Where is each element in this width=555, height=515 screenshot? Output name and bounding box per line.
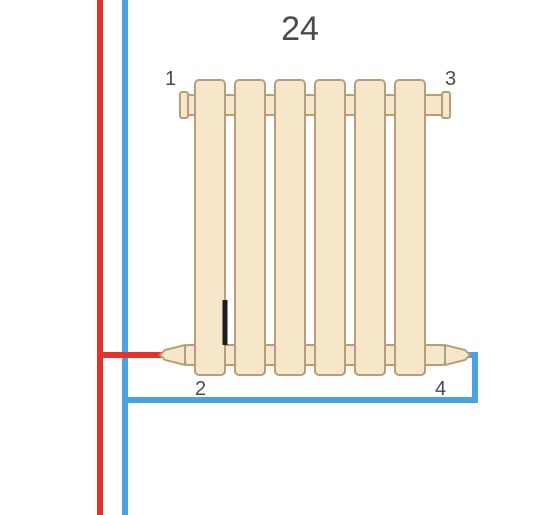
top-cap-left [180,92,188,118]
inlet-valve [160,345,185,365]
diagram-title: 24 [281,10,319,48]
radiator-fin [235,80,265,375]
radiator-fin [315,80,345,375]
radiator-fin [275,80,305,375]
radiator-fins [195,80,425,375]
corner-label-4: 4 [435,378,446,400]
outlet-valve [445,345,470,365]
radiator-fin [355,80,385,375]
corner-label-2: 2 [195,378,206,400]
radiator-fin [395,80,425,375]
top-cap-right [442,92,450,118]
radiator-piping-diagram: 24 1 3 2 4 [0,0,555,515]
radiator-body [160,80,470,375]
radiator-fin [195,80,225,375]
corner-label-3: 3 [445,68,456,90]
corner-label-1: 1 [165,68,176,90]
